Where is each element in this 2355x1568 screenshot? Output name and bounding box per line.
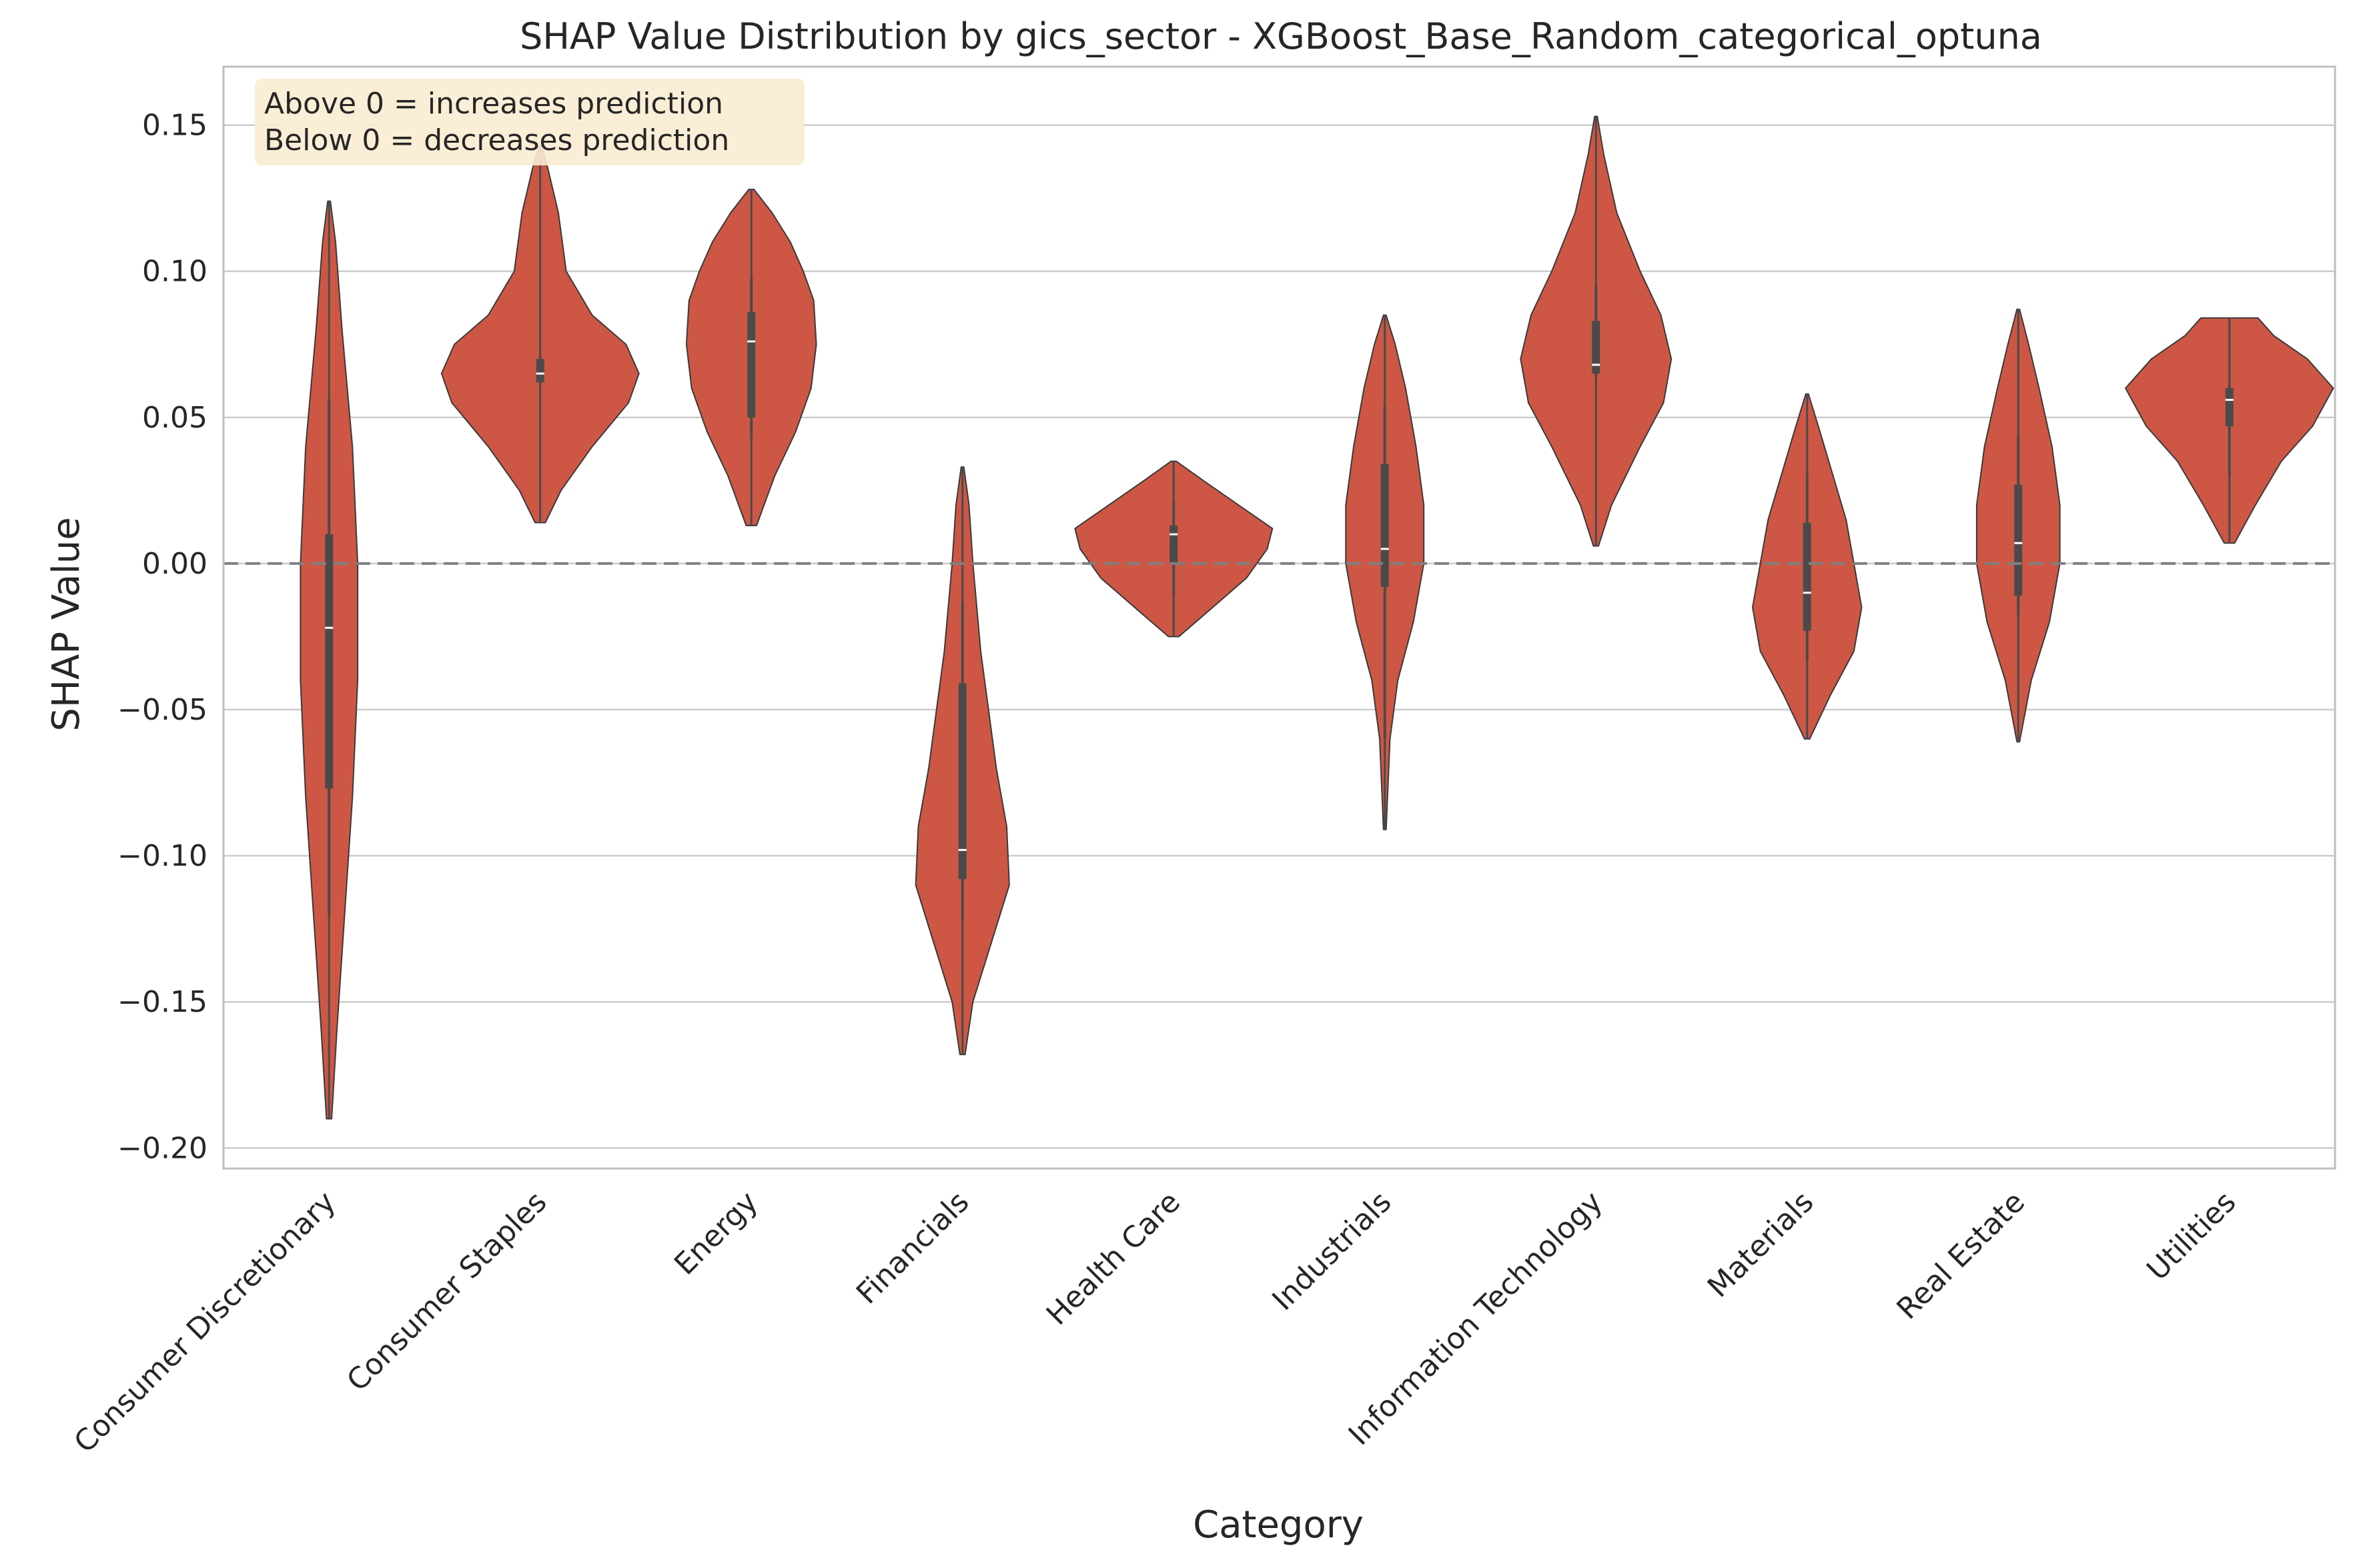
annotation-line-2: Below 0 = decreases prediction bbox=[264, 123, 729, 157]
y-tick-label: −0.15 bbox=[117, 985, 207, 1019]
x-tick-label: Utilities bbox=[2140, 1185, 2242, 1287]
violin-group bbox=[2125, 317, 2334, 544]
y-tick-label: 0.15 bbox=[142, 109, 207, 143]
violin-iqr-box bbox=[2225, 388, 2234, 426]
violin-iqr-box bbox=[2014, 484, 2023, 596]
annotation-line-1: Above 0 = increases prediction bbox=[264, 87, 723, 121]
violin-group bbox=[1074, 460, 1274, 638]
x-tick-label: Materials bbox=[1701, 1185, 1821, 1305]
violin-group bbox=[1752, 393, 1863, 740]
violin-group bbox=[440, 145, 640, 524]
plot-frame bbox=[222, 65, 2336, 1170]
y-tick-label: 0.10 bbox=[142, 255, 207, 289]
violin-group bbox=[1345, 314, 1425, 830]
y-tick-label: −0.10 bbox=[117, 839, 207, 873]
violin-iqr-box bbox=[1803, 522, 1811, 631]
x-tick-label: Consumer Staples bbox=[340, 1185, 553, 1398]
x-axis-label: Category bbox=[1193, 1503, 1364, 1547]
x-tick-label: Energy bbox=[668, 1185, 765, 1282]
violin-layer bbox=[300, 115, 2334, 1120]
violin-iqr-box bbox=[747, 312, 756, 418]
y-axis-label: SHAP Value bbox=[45, 517, 88, 731]
y-tick-label: 0.00 bbox=[142, 547, 207, 581]
x-tick-label: Industrials bbox=[1266, 1185, 1398, 1317]
x-tick-label: Health Care bbox=[1040, 1185, 1187, 1332]
violin-group bbox=[300, 200, 359, 1120]
violin-iqr-box bbox=[536, 359, 544, 383]
annotation-background bbox=[255, 79, 805, 165]
annotation-box: Above 0 = increases prediction Below 0 =… bbox=[255, 79, 805, 165]
x-tick-label: Consumer Discretionary bbox=[67, 1185, 342, 1460]
violin-group bbox=[1975, 308, 2061, 743]
violin-group bbox=[1520, 115, 1673, 547]
violin-group bbox=[685, 189, 817, 526]
y-tick-label: 0.05 bbox=[142, 401, 207, 435]
violin-group bbox=[915, 466, 1010, 1056]
violin-iqr-box bbox=[325, 534, 334, 789]
violin-iqr-box bbox=[1592, 321, 1600, 374]
violin-iqr-box bbox=[1169, 525, 1178, 564]
chart-title: SHAP Value Distribution by gics_sector -… bbox=[520, 15, 2042, 57]
x-tick-label: Financials bbox=[850, 1185, 976, 1311]
y-tick-label: −0.20 bbox=[117, 1131, 207, 1165]
y-tick-label: −0.05 bbox=[117, 693, 207, 727]
violin-iqr-box bbox=[958, 683, 967, 880]
violin-iqr-box bbox=[1380, 464, 1389, 587]
y-tick-labels: 0.15 0.10 0.05 0.00 −0.05 −0.10 −0.15 −0.20 bbox=[117, 109, 207, 1166]
x-tick-label: Information Technology bbox=[1342, 1185, 1609, 1452]
x-tick-label: Real Estate bbox=[1891, 1185, 2032, 1327]
